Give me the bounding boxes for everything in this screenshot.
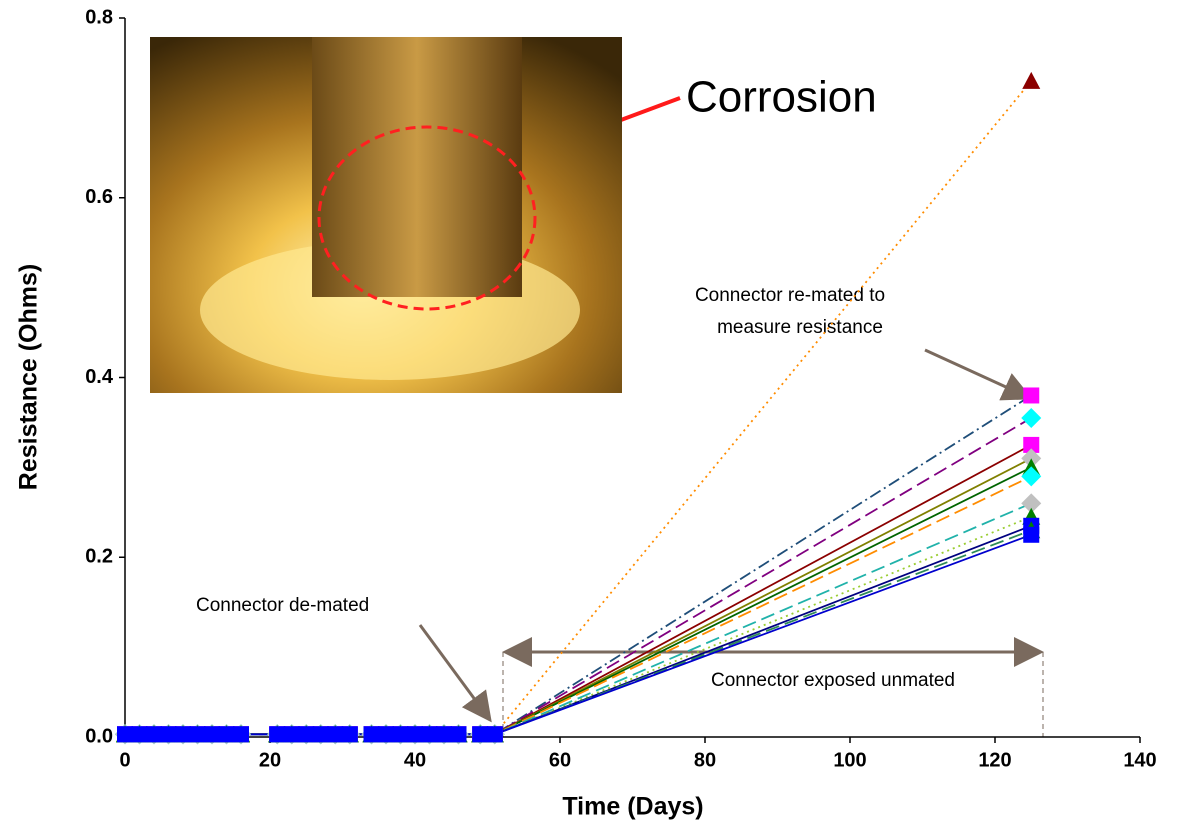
marker — [327, 726, 343, 742]
y-tick-label: 0.4 — [85, 366, 114, 388]
y-axis-label: Resistance (Ohms) — [15, 264, 43, 490]
annotation: Connector exposed unmated — [711, 670, 955, 691]
x-axis-label: Time (Days) — [562, 793, 703, 821]
marker — [364, 726, 380, 742]
marker — [1021, 408, 1041, 428]
marker — [342, 726, 358, 742]
marker — [161, 726, 177, 742]
x-tick-label: 140 — [1123, 749, 1156, 771]
marker — [219, 726, 235, 742]
marker — [204, 726, 220, 742]
marker — [393, 726, 409, 742]
marker — [190, 726, 206, 742]
marker — [378, 726, 394, 742]
marker — [117, 726, 133, 742]
x-tick-label: 0 — [119, 749, 130, 771]
marker — [298, 726, 314, 742]
annotation-arrow — [420, 625, 490, 720]
y-tick-label: 0.0 — [85, 725, 113, 747]
x-tick-label: 40 — [404, 749, 426, 771]
y-tick-label: 0.6 — [85, 186, 113, 208]
marker — [436, 726, 452, 742]
x-tick-label: 80 — [694, 749, 716, 771]
annotation: Connector re-mated to — [695, 285, 885, 306]
y-tick-label: 0.2 — [85, 546, 113, 568]
marker — [451, 726, 467, 742]
marker — [472, 726, 488, 742]
corrosion-photo — [150, 37, 622, 393]
marker — [175, 726, 191, 742]
x-tick-label: 60 — [549, 749, 571, 771]
photo-label: Corrosion — [686, 73, 877, 122]
marker — [407, 726, 423, 742]
marker — [422, 726, 438, 742]
marker — [1023, 387, 1039, 403]
marker — [1023, 527, 1039, 543]
annotation-arrow — [925, 350, 1030, 398]
marker — [1021, 466, 1041, 486]
annotation: measure resistance — [717, 317, 883, 338]
annotation: Connector de-mated — [196, 595, 369, 616]
marker — [269, 726, 285, 742]
marker — [132, 726, 148, 742]
x-tick-label: 20 — [259, 749, 281, 771]
y-tick-label: 0.8 — [85, 6, 113, 28]
marker — [233, 726, 249, 742]
marker — [284, 726, 300, 742]
marker — [1022, 72, 1040, 89]
x-tick-label: 100 — [833, 749, 866, 771]
series-line — [125, 503, 1031, 734]
marker — [313, 726, 329, 742]
chart: Corrosion Connector re-mated to measure … — [0, 0, 1177, 828]
series-line — [125, 535, 1031, 735]
marker — [146, 726, 162, 742]
x-tick-label: 120 — [978, 749, 1011, 771]
marker — [487, 726, 503, 742]
